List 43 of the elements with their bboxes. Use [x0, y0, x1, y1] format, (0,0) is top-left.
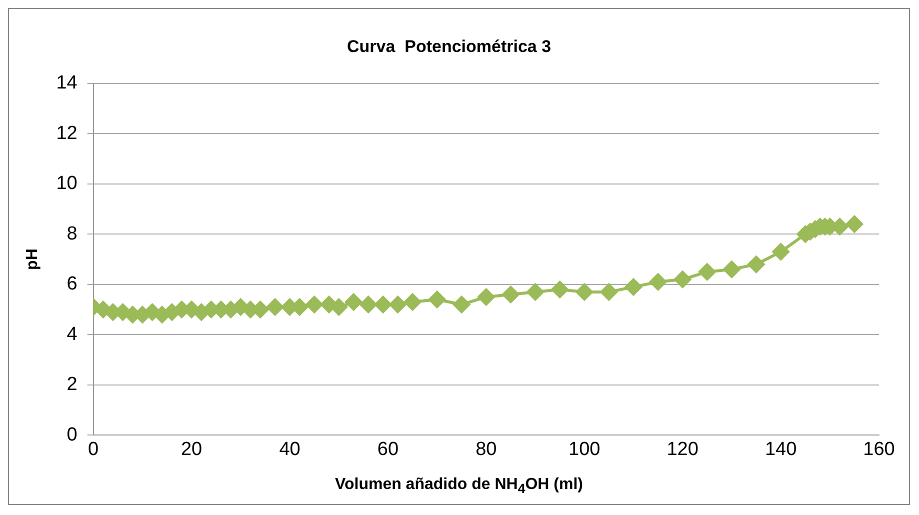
x-axis-title: Volumen añadido de NH$_{4}$OH (ml) — [334, 476, 584, 496]
point — [345, 294, 362, 311]
x-tick-label: 160 — [863, 438, 895, 460]
point — [551, 280, 568, 298]
point — [374, 296, 392, 314]
point — [360, 296, 377, 314]
point — [502, 286, 520, 303]
x-tick-label: 80 — [476, 438, 497, 460]
point — [846, 216, 863, 233]
x-tick-label: 0 — [88, 438, 99, 460]
y-tick-label: 0 — [66, 424, 78, 446]
point — [650, 273, 667, 290]
y-tick-label: 10 — [56, 173, 78, 194]
point — [428, 291, 446, 308]
x-tick-label: 140 — [764, 438, 797, 460]
x-tick-label: 20 — [180, 438, 202, 460]
point — [772, 243, 790, 260]
chart-title: Curva Potenciométrica 3 — [346, 36, 552, 56]
y-tick-label: 8 — [66, 223, 78, 244]
x-tick-label: 100 — [568, 438, 600, 460]
point — [404, 294, 422, 311]
y-tick-label: 14 — [56, 72, 78, 94]
x-tick-label: 60 — [377, 438, 399, 460]
point — [478, 288, 495, 306]
x-tick-label: 40 — [279, 438, 300, 460]
point — [526, 283, 544, 300]
point — [389, 296, 406, 314]
y-tick-label: 2 — [66, 374, 78, 396]
point — [266, 298, 284, 316]
point — [576, 283, 593, 300]
y-axis-title: pH — [24, 248, 42, 270]
y-tick-label: 12 — [56, 122, 78, 144]
point — [453, 296, 470, 314]
x-tick-label: 120 — [666, 438, 698, 460]
point — [698, 263, 716, 280]
y-tick-label: 6 — [66, 274, 78, 295]
point — [624, 278, 642, 296]
point — [600, 283, 618, 300]
point — [723, 260, 740, 278]
y-tick-label: 4 — [66, 324, 78, 345]
point — [748, 256, 765, 273]
point — [674, 270, 692, 288]
point — [306, 296, 323, 314]
